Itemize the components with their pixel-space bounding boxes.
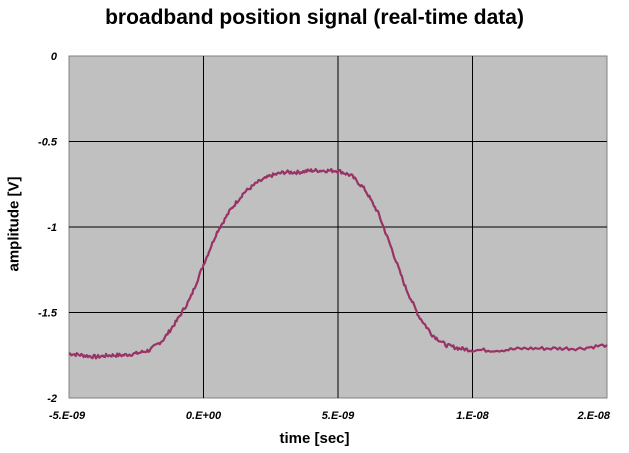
y-tick-label: 0 <box>51 51 58 63</box>
y-tick-label: -1 <box>47 222 57 234</box>
x-axis-label: time [sec] <box>279 430 350 447</box>
y-tick-label: -1.5 <box>38 308 58 320</box>
x-tick-label: 5.E-09 <box>322 410 355 422</box>
y-tick-label: -2 <box>47 393 57 405</box>
x-tick-label: -5.E-09 <box>49 410 86 422</box>
x-tick-label: 0.E+00 <box>186 410 222 422</box>
y-tick-label: -0.5 <box>38 137 58 149</box>
series-line <box>68 168 608 360</box>
tick-labels: -5.E-09 0.E+00 5.E-09 1.E-08 2.E-08 0 -0.5 -1 -1… <box>38 51 611 422</box>
x-tick-label: 2.E-08 <box>577 410 611 422</box>
gridlines <box>69 56 607 398</box>
x-tick-label: 1.E-08 <box>456 410 489 422</box>
chart-title: broadband position signal (real-time dat… <box>105 6 524 29</box>
